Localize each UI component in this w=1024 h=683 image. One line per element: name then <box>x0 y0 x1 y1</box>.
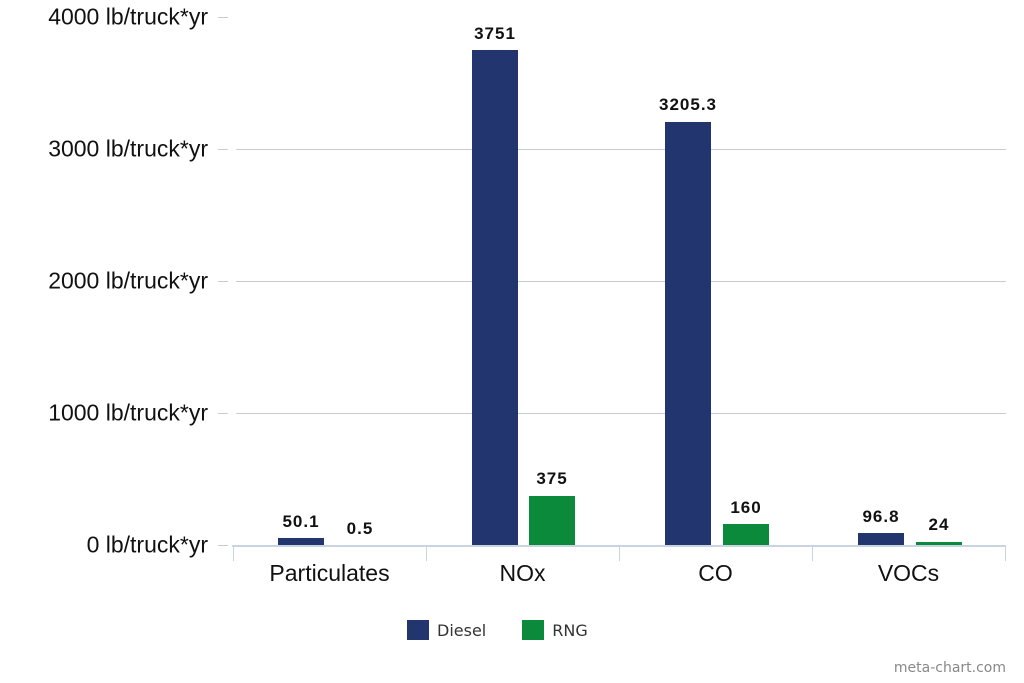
legend-label: RNG <box>552 620 588 640</box>
gridline <box>236 413 1006 414</box>
y-tick-mark <box>218 281 228 282</box>
x-tick-label: NOx <box>499 560 546 586</box>
y-tick-label: 3000 lb/truck*yr <box>48 135 208 162</box>
gridline <box>236 281 1006 282</box>
y-tick-label: 2000 lb/truck*yr <box>48 267 208 294</box>
x-tick-mark <box>619 545 620 561</box>
y-tick-mark <box>218 17 228 18</box>
data-label: 0.5 <box>346 519 374 538</box>
x-tick-label: VOCs <box>877 560 940 586</box>
bar-rng-co <box>723 524 769 545</box>
y-tick-mark <box>218 413 228 414</box>
credit-text: meta-chart.com <box>893 660 1006 676</box>
legend-label: Diesel <box>437 620 487 640</box>
x-tick-mark <box>426 545 427 561</box>
x-tick-mark <box>812 545 813 561</box>
x-tick-label: Particulates <box>269 560 390 586</box>
legend-swatch-diesel <box>407 620 429 640</box>
legend-item-rng[interactable]: RNG <box>522 620 588 640</box>
y-tick-mark <box>218 149 228 150</box>
data-label: 3205.3 <box>659 95 717 114</box>
gridline <box>236 149 1006 150</box>
y-tick-label: 0 lb/truck*yr <box>86 531 208 558</box>
x-tick-mark <box>233 545 234 561</box>
bar-rng-nox <box>529 496 575 545</box>
bar-diesel-co <box>665 122 711 545</box>
data-label: 160 <box>730 498 762 517</box>
bar-diesel-nox <box>472 50 518 545</box>
bar-rng-vocs <box>916 542 962 545</box>
x-tick-mark <box>1005 545 1006 561</box>
y-tick-label: 1000 lb/truck*yr <box>48 399 208 426</box>
y-tick-mark <box>218 545 228 546</box>
bar-diesel-particulates <box>278 538 324 545</box>
data-label: 3751 <box>474 24 516 43</box>
data-label: 375 <box>536 469 568 488</box>
legend-swatch-rng <box>522 620 545 640</box>
data-label: 24 <box>928 515 950 534</box>
x-tick-label: CO <box>698 560 733 586</box>
y-tick-label: 4000 lb/truck*yr <box>48 3 208 30</box>
data-label: 50.1 <box>282 512 320 531</box>
data-label: 96.8 <box>862 507 900 526</box>
bar-diesel-vocs <box>858 533 904 545</box>
legend: Diesel RNG <box>407 620 624 640</box>
legend-item-diesel[interactable]: Diesel <box>407 620 486 640</box>
